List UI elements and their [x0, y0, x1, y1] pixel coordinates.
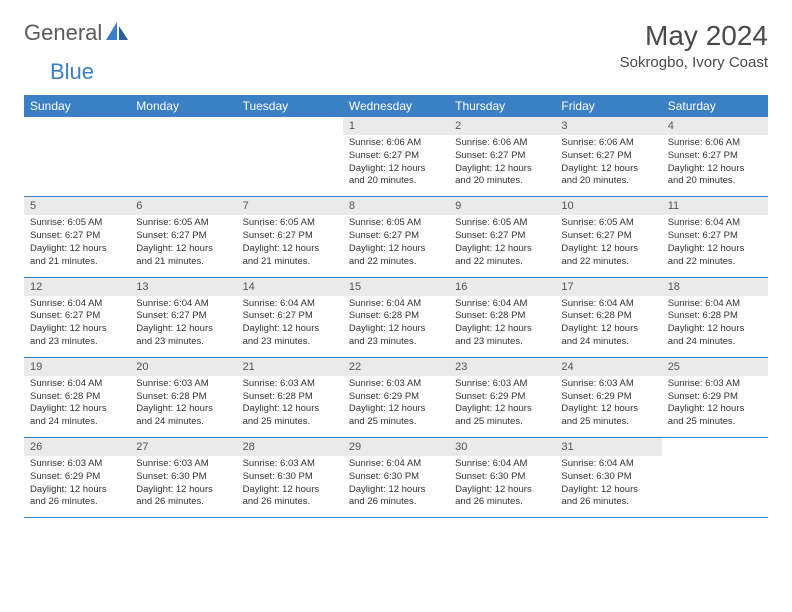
day-data-cell [130, 135, 236, 197]
day-data-cell: Sunrise: 6:05 AM Sunset: 6:27 PM Dayligh… [24, 215, 130, 277]
day-number-cell: 7 [237, 197, 343, 216]
weekday-header: Thursday [449, 95, 555, 117]
day-data-cell: Sunrise: 6:06 AM Sunset: 6:27 PM Dayligh… [449, 135, 555, 197]
day-data-cell: Sunrise: 6:04 AM Sunset: 6:27 PM Dayligh… [130, 296, 236, 358]
day-number-row: 12131415161718 [24, 277, 768, 296]
day-data-cell: Sunrise: 6:04 AM Sunset: 6:28 PM Dayligh… [555, 296, 661, 358]
month-title: May 2024 [620, 20, 768, 52]
day-data-row: Sunrise: 6:03 AM Sunset: 6:29 PM Dayligh… [24, 456, 768, 518]
day-number-cell [237, 117, 343, 135]
day-data-cell: Sunrise: 6:05 AM Sunset: 6:27 PM Dayligh… [343, 215, 449, 277]
logo: General [24, 20, 130, 46]
day-data-cell: Sunrise: 6:03 AM Sunset: 6:30 PM Dayligh… [130, 456, 236, 518]
day-number-cell [130, 117, 236, 135]
day-data-cell: Sunrise: 6:03 AM Sunset: 6:29 PM Dayligh… [555, 376, 661, 438]
day-data-cell: Sunrise: 6:03 AM Sunset: 6:29 PM Dayligh… [24, 456, 130, 518]
logo-sail-icon [106, 22, 128, 45]
day-data-cell: Sunrise: 6:04 AM Sunset: 6:27 PM Dayligh… [662, 215, 768, 277]
weekday-header: Sunday [24, 95, 130, 117]
weekday-header-row: Sunday Monday Tuesday Wednesday Thursday… [24, 95, 768, 117]
day-data-cell [237, 135, 343, 197]
day-number-cell: 10 [555, 197, 661, 216]
day-number-cell: 14 [237, 277, 343, 296]
day-number-cell: 17 [555, 277, 661, 296]
day-number-cell: 8 [343, 197, 449, 216]
day-number-cell: 28 [237, 438, 343, 457]
day-data-row: Sunrise: 6:05 AM Sunset: 6:27 PM Dayligh… [24, 215, 768, 277]
day-data-cell: Sunrise: 6:04 AM Sunset: 6:30 PM Dayligh… [449, 456, 555, 518]
day-number-cell: 18 [662, 277, 768, 296]
weekday-header: Friday [555, 95, 661, 117]
day-data-cell: Sunrise: 6:03 AM Sunset: 6:29 PM Dayligh… [343, 376, 449, 438]
day-data-row: Sunrise: 6:06 AM Sunset: 6:27 PM Dayligh… [24, 135, 768, 197]
day-number-cell: 11 [662, 197, 768, 216]
day-number-cell: 9 [449, 197, 555, 216]
day-number-cell: 27 [130, 438, 236, 457]
day-data-cell: Sunrise: 6:04 AM Sunset: 6:30 PM Dayligh… [343, 456, 449, 518]
day-number-cell: 22 [343, 357, 449, 376]
day-number-cell: 19 [24, 357, 130, 376]
weekday-header: Monday [130, 95, 236, 117]
day-number-row: 262728293031 [24, 438, 768, 457]
day-number-cell: 12 [24, 277, 130, 296]
day-data-cell: Sunrise: 6:06 AM Sunset: 6:27 PM Dayligh… [662, 135, 768, 197]
day-number-cell: 13 [130, 277, 236, 296]
day-data-cell: Sunrise: 6:04 AM Sunset: 6:27 PM Dayligh… [24, 296, 130, 358]
weekday-header: Saturday [662, 95, 768, 117]
day-number-row: 1234 [24, 117, 768, 135]
day-number-row: 567891011 [24, 197, 768, 216]
day-data-cell: Sunrise: 6:03 AM Sunset: 6:30 PM Dayligh… [237, 456, 343, 518]
calendar-table: Sunday Monday Tuesday Wednesday Thursday… [24, 95, 768, 518]
day-data-cell: Sunrise: 6:04 AM Sunset: 6:30 PM Dayligh… [555, 456, 661, 518]
day-data-cell: Sunrise: 6:04 AM Sunset: 6:28 PM Dayligh… [24, 376, 130, 438]
day-number-cell: 23 [449, 357, 555, 376]
day-data-cell: Sunrise: 6:04 AM Sunset: 6:28 PM Dayligh… [343, 296, 449, 358]
day-data-cell: Sunrise: 6:04 AM Sunset: 6:28 PM Dayligh… [449, 296, 555, 358]
day-data-cell: Sunrise: 6:05 AM Sunset: 6:27 PM Dayligh… [237, 215, 343, 277]
weekday-header: Tuesday [237, 95, 343, 117]
day-data-cell: Sunrise: 6:03 AM Sunset: 6:28 PM Dayligh… [130, 376, 236, 438]
day-number-cell: 29 [343, 438, 449, 457]
day-number-cell: 6 [130, 197, 236, 216]
day-data-row: Sunrise: 6:04 AM Sunset: 6:28 PM Dayligh… [24, 376, 768, 438]
day-number-cell: 2 [449, 117, 555, 135]
day-number-cell: 26 [24, 438, 130, 457]
day-data-cell [662, 456, 768, 518]
day-number-cell: 24 [555, 357, 661, 376]
day-number-cell: 4 [662, 117, 768, 135]
day-number-cell: 15 [343, 277, 449, 296]
day-data-cell: Sunrise: 6:03 AM Sunset: 6:29 PM Dayligh… [449, 376, 555, 438]
day-data-cell: Sunrise: 6:05 AM Sunset: 6:27 PM Dayligh… [449, 215, 555, 277]
day-data-row: Sunrise: 6:04 AM Sunset: 6:27 PM Dayligh… [24, 296, 768, 358]
day-number-cell: 16 [449, 277, 555, 296]
day-number-cell: 3 [555, 117, 661, 135]
day-data-cell: Sunrise: 6:05 AM Sunset: 6:27 PM Dayligh… [130, 215, 236, 277]
logo-text-blue: Blue [50, 59, 94, 84]
day-data-cell: Sunrise: 6:05 AM Sunset: 6:27 PM Dayligh… [555, 215, 661, 277]
day-data-cell: Sunrise: 6:06 AM Sunset: 6:27 PM Dayligh… [343, 135, 449, 197]
day-number-cell [24, 117, 130, 135]
day-number-cell: 20 [130, 357, 236, 376]
day-data-cell [24, 135, 130, 197]
day-number-cell: 25 [662, 357, 768, 376]
day-data-cell: Sunrise: 6:04 AM Sunset: 6:27 PM Dayligh… [237, 296, 343, 358]
day-number-cell: 30 [449, 438, 555, 457]
day-number-cell: 21 [237, 357, 343, 376]
calendar-body: 1234Sunrise: 6:06 AM Sunset: 6:27 PM Day… [24, 117, 768, 518]
day-number-cell: 31 [555, 438, 661, 457]
day-data-cell: Sunrise: 6:03 AM Sunset: 6:28 PM Dayligh… [237, 376, 343, 438]
day-data-cell: Sunrise: 6:06 AM Sunset: 6:27 PM Dayligh… [555, 135, 661, 197]
day-data-cell: Sunrise: 6:03 AM Sunset: 6:29 PM Dayligh… [662, 376, 768, 438]
day-number-row: 19202122232425 [24, 357, 768, 376]
day-number-cell: 5 [24, 197, 130, 216]
logo-text-general: General [24, 20, 102, 46]
weekday-header: Wednesday [343, 95, 449, 117]
day-number-cell: 1 [343, 117, 449, 135]
day-number-cell [662, 438, 768, 457]
day-data-cell: Sunrise: 6:04 AM Sunset: 6:28 PM Dayligh… [662, 296, 768, 358]
